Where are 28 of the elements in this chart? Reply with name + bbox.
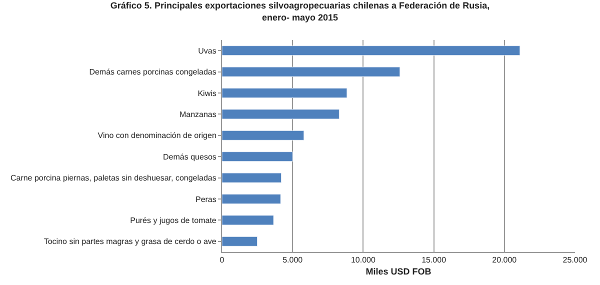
bar xyxy=(222,46,520,56)
x-tick-label: 25.000 xyxy=(562,256,588,265)
y-tick-label: Peras xyxy=(195,194,216,204)
x-tick-label: 0 xyxy=(220,256,225,265)
y-tick-label: Kiwis xyxy=(198,88,216,98)
bar xyxy=(222,194,281,204)
y-tick-label: Manzanas xyxy=(179,110,216,119)
bar xyxy=(222,152,293,162)
bar xyxy=(222,88,348,98)
y-tick-label: Demás carnes porcinas congeladas xyxy=(89,68,216,77)
y-tick-label: Carne porcina piernas, paletas sin deshuesar, congeladas xyxy=(10,174,216,183)
y-tick-label: Uvas xyxy=(198,46,216,56)
bar xyxy=(222,172,282,183)
bar xyxy=(222,236,258,246)
bar xyxy=(222,109,340,120)
x-tick-label: 15.000 xyxy=(422,256,447,265)
bar xyxy=(222,215,274,226)
x-axis-title: Miles USD FOB xyxy=(366,266,432,276)
chart-title: Gráfico 5. Principales exportaciones silvoagropecuarias chilenas a Federación de Rusia, enero- mayo 2015 xyxy=(110,0,490,22)
y-tick-label: Vino con denominación de origen xyxy=(98,131,216,140)
bar xyxy=(222,130,304,140)
x-tick-label: 5.000 xyxy=(282,256,304,265)
y-tick-label: Tocino sin partes magras y grasa de cerdo o ave xyxy=(44,237,217,246)
x-tick-label: 10.000 xyxy=(350,256,376,265)
x-tick-label: 20.000 xyxy=(492,256,518,265)
y-tick-label: Purés y jugos de tomate xyxy=(130,216,217,225)
bar xyxy=(222,66,400,77)
y-tick-label: Demás quesos xyxy=(163,152,216,162)
